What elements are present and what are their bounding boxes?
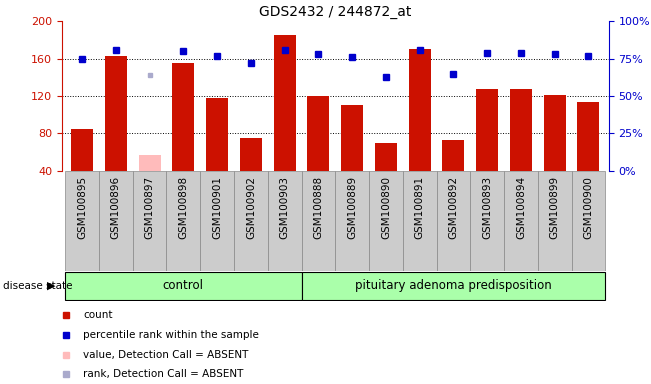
Text: GSM100901: GSM100901 [212, 176, 222, 239]
Bar [173, 63, 195, 171]
Bar [234, 171, 268, 271]
Text: value, Detection Call = ABSENT: value, Detection Call = ABSENT [83, 349, 249, 359]
Bar [133, 171, 167, 271]
Text: GSM100902: GSM100902 [246, 176, 256, 239]
Bar [99, 171, 133, 271]
Text: GSM100888: GSM100888 [313, 176, 324, 239]
Bar [240, 138, 262, 171]
Text: GSM100900: GSM100900 [583, 176, 594, 239]
Bar [301, 171, 335, 271]
Text: GSM100893: GSM100893 [482, 176, 492, 239]
Text: GSM100894: GSM100894 [516, 176, 526, 239]
Text: rank, Detection Call = ABSENT: rank, Detection Call = ABSENT [83, 369, 243, 379]
Bar [65, 171, 99, 271]
Bar [65, 272, 301, 300]
Text: pituitary adenoma predisposition: pituitary adenoma predisposition [355, 279, 552, 292]
Text: GSM100890: GSM100890 [381, 176, 391, 239]
Bar [504, 171, 538, 271]
Bar [437, 171, 470, 271]
Bar [273, 35, 296, 171]
Text: disease state: disease state [3, 281, 73, 291]
Bar [572, 171, 605, 271]
Bar [341, 105, 363, 171]
Bar [301, 272, 605, 300]
Bar [476, 89, 498, 171]
Bar [201, 171, 234, 271]
Bar [375, 143, 397, 171]
Bar [71, 129, 93, 171]
Bar [369, 171, 403, 271]
Bar [139, 155, 161, 171]
Bar [105, 56, 127, 171]
Text: percentile rank within the sample: percentile rank within the sample [83, 330, 259, 340]
Bar [443, 140, 464, 171]
Title: GDS2432 / 244872_at: GDS2432 / 244872_at [259, 5, 411, 19]
Bar [268, 171, 301, 271]
Text: GSM100896: GSM100896 [111, 176, 121, 239]
Bar [577, 102, 600, 171]
Text: GSM100889: GSM100889 [347, 176, 357, 239]
Bar [167, 171, 201, 271]
Text: GSM100891: GSM100891 [415, 176, 424, 239]
Bar [403, 171, 437, 271]
Bar [510, 89, 532, 171]
Bar [470, 171, 504, 271]
Text: GSM100899: GSM100899 [549, 176, 560, 239]
Bar [538, 171, 572, 271]
Text: count: count [83, 310, 113, 320]
Bar [409, 49, 430, 171]
Text: GSM100892: GSM100892 [449, 176, 458, 239]
Text: GSM100898: GSM100898 [178, 176, 188, 239]
Text: control: control [163, 279, 204, 292]
Bar [544, 95, 566, 171]
Text: GSM100895: GSM100895 [77, 176, 87, 239]
Bar [206, 98, 228, 171]
Text: GSM100903: GSM100903 [280, 176, 290, 239]
Text: ▶: ▶ [47, 281, 55, 291]
Bar [307, 96, 329, 171]
Bar [335, 171, 369, 271]
Text: GSM100897: GSM100897 [145, 176, 154, 239]
